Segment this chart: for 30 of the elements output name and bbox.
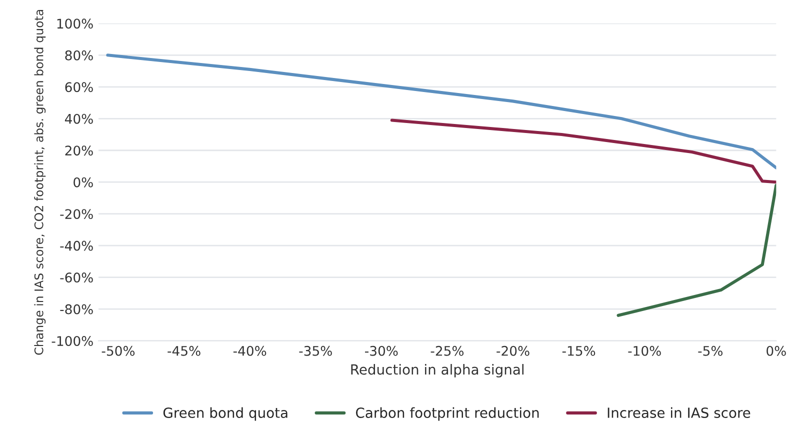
y-axis-title: Change in IAS score, CO2 footprint, abs. green bond quota [34,10,46,355]
x-tick-label: -40% [233,346,266,356]
x-tick-label: -10% [628,346,661,356]
y-tick-label: 0% [74,177,93,188]
line-series [390,118,776,184]
y-tick-label: -20% [60,209,93,220]
x-axis-title: Reduction in alpha signal [351,364,524,378]
y-tick-label: 20% [65,146,93,156]
x-tick-label: -15% [562,346,596,356]
legend-label: Increase in IAS score [608,407,750,418]
x-tick-label: -50% [102,346,135,356]
y-tick-label: -100% [52,336,93,346]
line-series [106,54,776,170]
y-tick-label: -80% [60,304,93,314]
y-tick-label: -40% [60,240,93,251]
line-series [616,184,776,317]
x-tick-label: -45% [168,346,200,356]
legend-label: Green bond quota [163,407,288,421]
x-tick-label: -5% [698,346,723,356]
y-tick-label: 80% [65,50,93,60]
x-tick-label: -20% [496,346,530,356]
y-tick-label: 100% [57,18,93,29]
x-tick-label: -30% [365,346,398,356]
y-tick-label: 60% [65,82,93,92]
x-tick-label: 0% [766,346,786,356]
x-tick-label: -25% [430,346,464,356]
y-tick-label: -60% [60,272,93,283]
x-tick-label: -35% [299,346,332,356]
legend-label: Carbon footprint reduction [356,407,539,421]
y-tick-label: 40% [64,114,93,124]
